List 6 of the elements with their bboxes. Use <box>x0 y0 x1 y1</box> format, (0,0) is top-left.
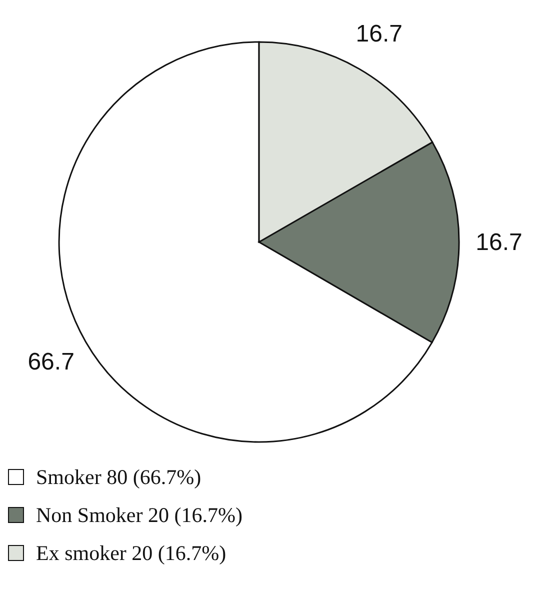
data-label: 16.7 <box>356 20 403 48</box>
legend-label: Non Smoker 20 (16.7%) <box>36 502 242 528</box>
legend-label: Smoker 80 (66.7%) <box>36 464 202 490</box>
data-label: 66.7 <box>28 348 74 376</box>
legend-label: Ex smoker 20 (16.7%) <box>36 540 226 566</box>
data-label: 16.7 <box>476 228 522 256</box>
